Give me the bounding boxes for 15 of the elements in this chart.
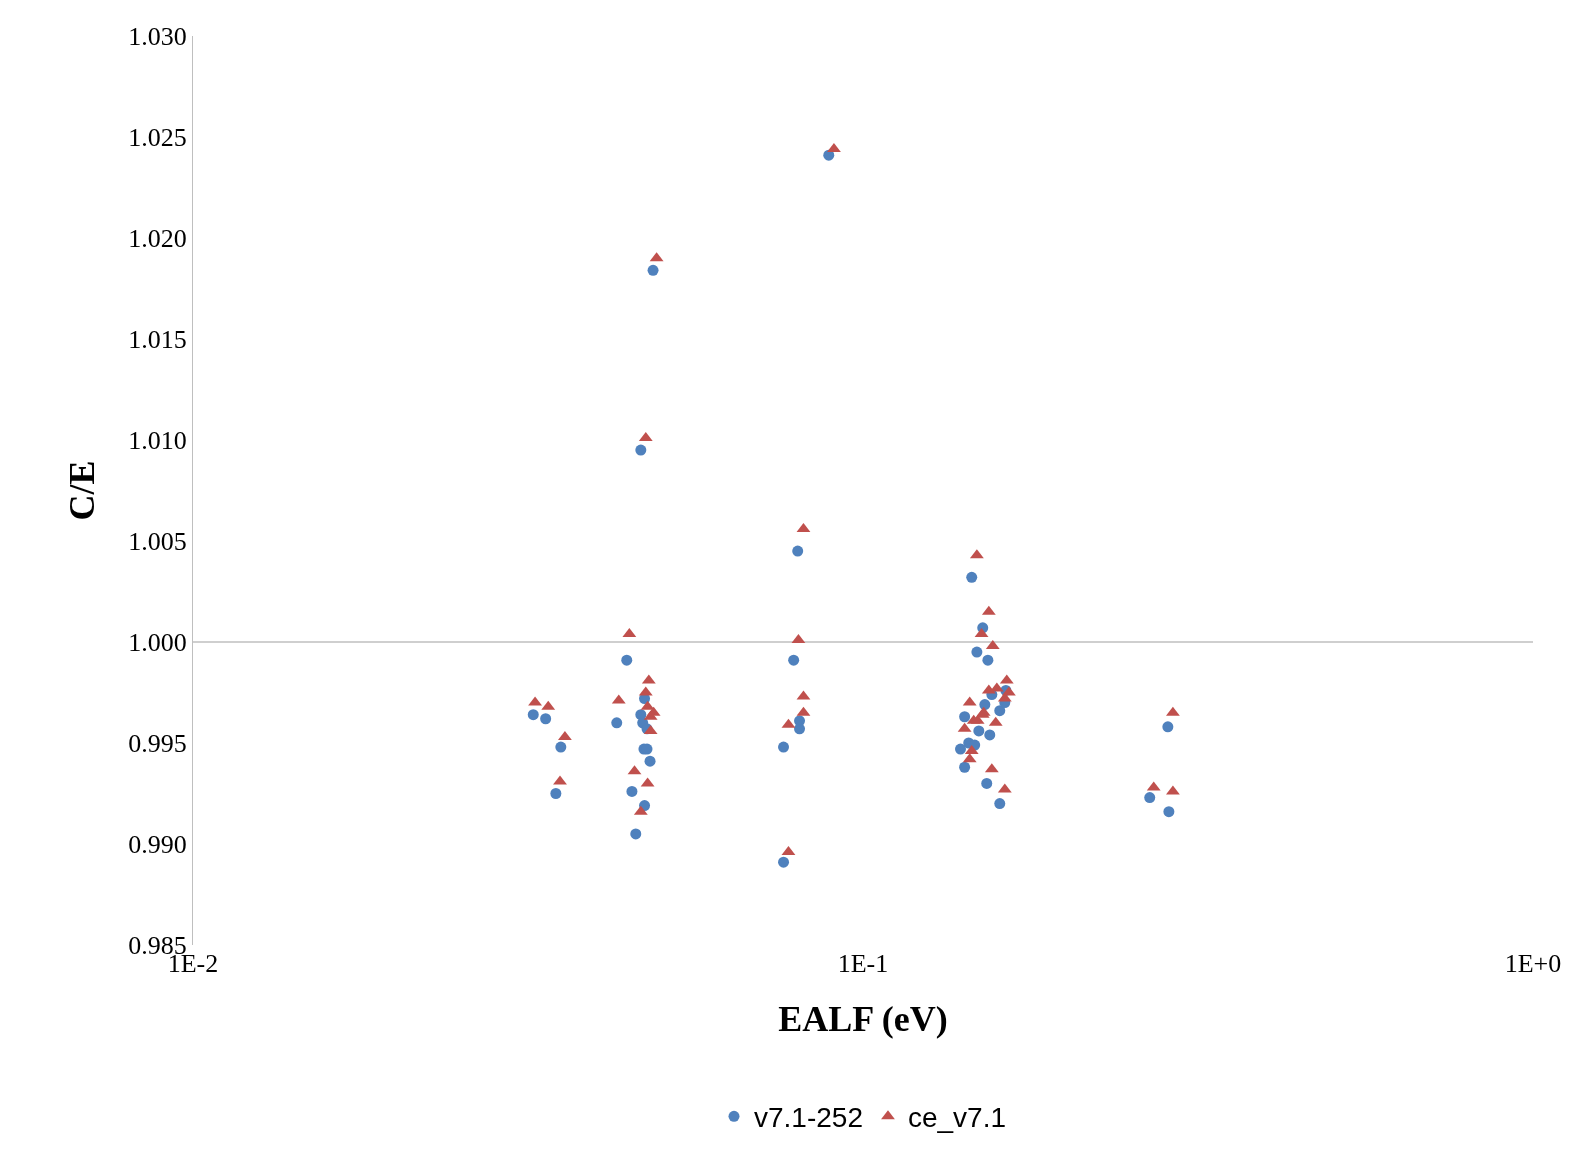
y-tick-label: 1.000 [128,628,187,658]
y-tick-label: 1.010 [128,426,187,456]
y-tick-label: 0.990 [128,830,187,860]
legend-label: v7.1-252 [754,1102,863,1134]
y-tick-label: 1.015 [128,325,187,355]
y-tick-label: 1.005 [128,527,187,557]
y-tick-label: 0.995 [128,729,187,759]
legend-label: ce_v7.1 [907,1102,1007,1134]
y-tick-label: 1.020 [128,224,187,254]
x-tick-label: 1E+0 [1504,949,1562,978]
y-tick-label: 1.025 [128,123,187,153]
y-axis-title: C/E [62,460,103,521]
x-axis-title: EALF (eV) [778,998,948,1039]
y-tick-label: 1.030 [128,22,187,52]
x-tick-label: 1E-1 [837,949,889,978]
